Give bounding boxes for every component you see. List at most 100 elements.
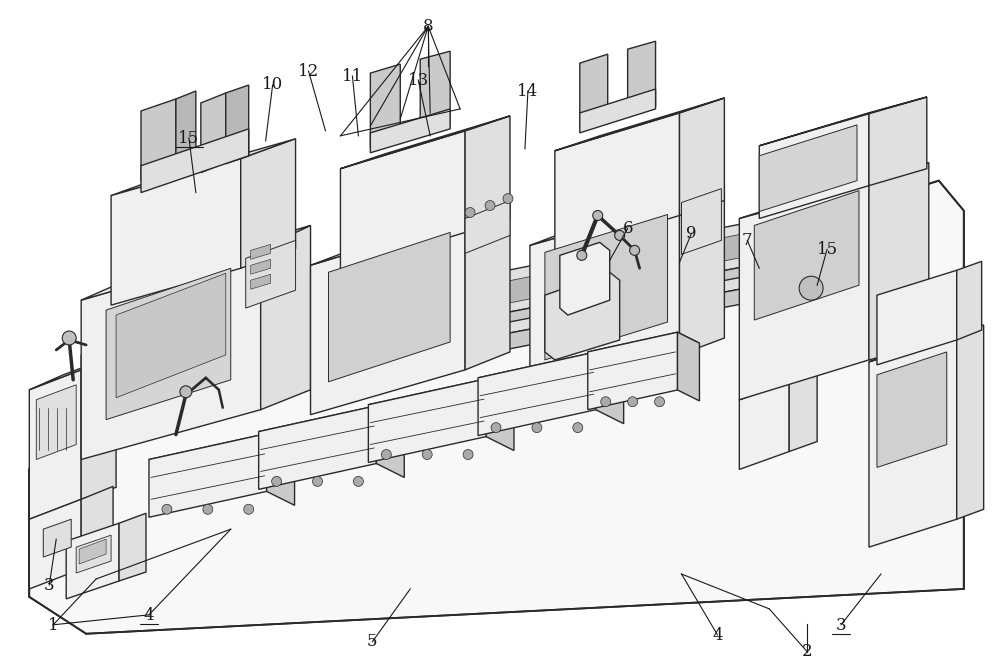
Text: 5: 5: [367, 633, 378, 651]
Text: 4: 4: [144, 607, 154, 624]
Polygon shape: [739, 382, 789, 470]
Polygon shape: [311, 200, 510, 265]
Polygon shape: [869, 325, 984, 362]
Polygon shape: [226, 85, 249, 163]
Polygon shape: [76, 535, 111, 573]
Polygon shape: [869, 163, 929, 360]
Polygon shape: [251, 274, 271, 289]
Polygon shape: [81, 226, 311, 300]
Polygon shape: [545, 214, 668, 360]
Polygon shape: [580, 54, 608, 128]
Polygon shape: [340, 116, 510, 169]
Circle shape: [353, 476, 363, 486]
Circle shape: [655, 397, 665, 407]
Polygon shape: [29, 181, 964, 634]
Circle shape: [630, 245, 640, 255]
Circle shape: [601, 397, 611, 407]
Circle shape: [573, 423, 583, 433]
Polygon shape: [370, 109, 450, 153]
Circle shape: [615, 230, 625, 241]
Polygon shape: [957, 325, 984, 519]
Polygon shape: [43, 519, 71, 557]
Circle shape: [180, 386, 192, 398]
Polygon shape: [877, 270, 957, 365]
Polygon shape: [81, 270, 839, 431]
Polygon shape: [368, 379, 514, 419]
Polygon shape: [465, 200, 510, 253]
Text: 4: 4: [712, 626, 723, 644]
Circle shape: [593, 210, 603, 220]
Circle shape: [491, 423, 501, 433]
Polygon shape: [201, 93, 226, 173]
Polygon shape: [66, 523, 119, 599]
Text: 15: 15: [817, 241, 838, 258]
Circle shape: [62, 331, 76, 345]
Polygon shape: [789, 372, 817, 452]
Polygon shape: [370, 64, 400, 148]
Polygon shape: [560, 243, 610, 315]
Polygon shape: [759, 125, 857, 212]
Polygon shape: [596, 352, 624, 423]
Text: 9: 9: [686, 225, 697, 242]
Polygon shape: [739, 372, 817, 400]
Polygon shape: [246, 241, 296, 308]
Polygon shape: [340, 131, 465, 270]
Polygon shape: [81, 486, 113, 569]
Polygon shape: [259, 406, 376, 489]
Polygon shape: [79, 539, 106, 564]
Polygon shape: [119, 513, 146, 581]
Circle shape: [577, 251, 587, 261]
Text: 14: 14: [517, 83, 539, 100]
Polygon shape: [149, 433, 267, 517]
Polygon shape: [311, 218, 465, 415]
Circle shape: [313, 476, 322, 486]
Text: 8: 8: [423, 18, 434, 36]
Circle shape: [272, 476, 282, 486]
Polygon shape: [420, 51, 450, 134]
Polygon shape: [251, 259, 271, 274]
Polygon shape: [81, 210, 839, 395]
Circle shape: [422, 450, 432, 460]
Circle shape: [532, 423, 542, 433]
Polygon shape: [759, 97, 927, 146]
Polygon shape: [141, 99, 176, 181]
Polygon shape: [555, 98, 724, 151]
Text: 11: 11: [342, 68, 363, 84]
Polygon shape: [267, 433, 295, 505]
Polygon shape: [81, 259, 839, 415]
Polygon shape: [176, 91, 196, 171]
Circle shape: [503, 194, 513, 204]
Polygon shape: [111, 159, 241, 305]
Polygon shape: [81, 355, 116, 499]
Polygon shape: [36, 385, 76, 460]
Polygon shape: [111, 139, 296, 196]
Circle shape: [244, 505, 254, 515]
Polygon shape: [759, 113, 869, 218]
Text: 3: 3: [836, 617, 846, 634]
Polygon shape: [739, 179, 869, 400]
Polygon shape: [91, 218, 829, 385]
Text: 6: 6: [622, 220, 633, 237]
Polygon shape: [588, 332, 699, 363]
Circle shape: [485, 200, 495, 210]
Polygon shape: [81, 249, 839, 429]
Polygon shape: [116, 273, 226, 398]
Polygon shape: [739, 163, 929, 218]
Text: 1: 1: [48, 617, 59, 634]
Polygon shape: [106, 268, 231, 419]
Polygon shape: [328, 232, 450, 382]
Text: 12: 12: [298, 63, 319, 80]
Polygon shape: [261, 226, 311, 409]
Circle shape: [465, 208, 475, 218]
Text: 10: 10: [262, 76, 283, 93]
Polygon shape: [251, 245, 271, 259]
Polygon shape: [29, 499, 81, 589]
Polygon shape: [580, 89, 656, 133]
Polygon shape: [678, 332, 699, 401]
Text: 13: 13: [408, 72, 429, 88]
Polygon shape: [957, 261, 982, 340]
Circle shape: [628, 397, 638, 407]
Polygon shape: [877, 352, 947, 468]
Polygon shape: [141, 129, 249, 192]
Polygon shape: [465, 200, 510, 370]
